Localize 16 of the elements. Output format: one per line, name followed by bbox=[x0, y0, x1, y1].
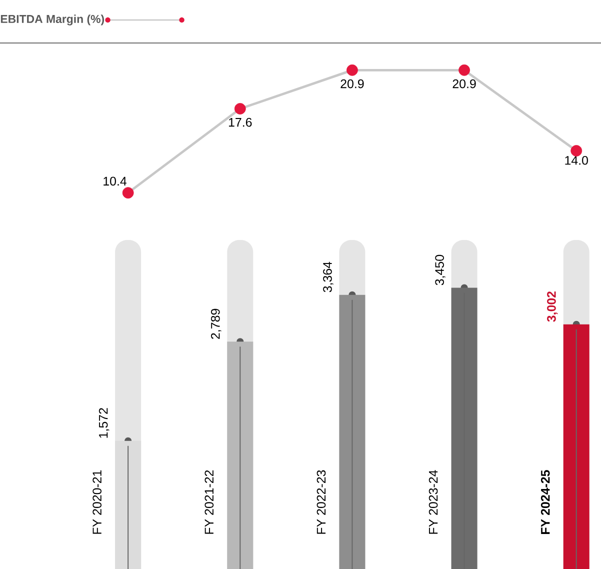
data-label: 20.9 bbox=[340, 79, 364, 88]
chart-title: EBITDA Margin (%) bbox=[0, 14, 104, 26]
data-label: 3,450 bbox=[435, 254, 446, 286]
x-tick-label: FY 2020-21 bbox=[92, 470, 102, 534]
x-tick-label: FY 2024-25 bbox=[540, 470, 550, 534]
data-label: 3,364 bbox=[323, 262, 334, 292]
data-label: 2,789 bbox=[211, 308, 222, 339]
data-label: 3,002 bbox=[547, 291, 558, 322]
x-tick-label: FY 2022-23 bbox=[316, 470, 326, 534]
data-label: 20.9 bbox=[452, 79, 476, 88]
data-label: 10.4 bbox=[104, 176, 127, 186]
x-tick-label: FY 2023-24 bbox=[428, 470, 438, 534]
data-label: 1,572 bbox=[98, 408, 110, 438]
data-label: 17.6 bbox=[228, 118, 252, 127]
data-label: 14.0 bbox=[565, 156, 588, 165]
x-tick-label: FY 2021-22 bbox=[204, 470, 214, 534]
